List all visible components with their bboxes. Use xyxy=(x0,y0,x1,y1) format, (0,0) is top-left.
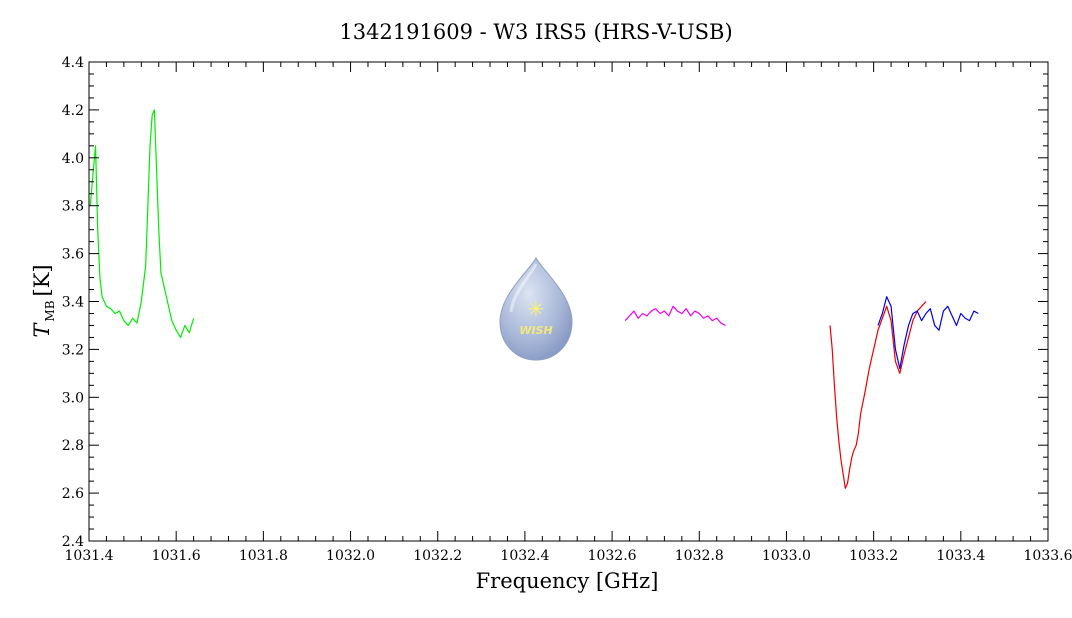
y-tick-label: 4.0 xyxy=(62,151,84,167)
star-icon: ✳ xyxy=(528,297,545,321)
svg-text:TMB[K]: TMB [K] xyxy=(30,264,57,337)
x-tick-label: 1031.8 xyxy=(239,548,288,564)
x-tick-label: 1032.8 xyxy=(675,548,724,564)
x-tick-label: 1032.2 xyxy=(413,548,462,564)
y-axis-label-unit: [K] xyxy=(30,264,54,296)
y-tick-label: 4.2 xyxy=(62,103,84,119)
y-tick-label: 3.0 xyxy=(62,390,84,406)
series-line-2 xyxy=(624,305,726,326)
y-tick-label: 3.8 xyxy=(62,199,84,215)
y-axis-label: TMB [K] xyxy=(30,264,57,337)
y-tick-label: 4.4 xyxy=(62,55,84,71)
x-tick-label: 1033.2 xyxy=(849,548,898,564)
x-tick-label: 1032.6 xyxy=(588,548,637,564)
x-tick-label: 1032.0 xyxy=(326,548,375,564)
axis-ticks xyxy=(88,61,1049,542)
series-line-1 xyxy=(89,109,195,339)
y-tick-label: 3.4 xyxy=(62,295,84,311)
series-line-3 xyxy=(829,301,927,489)
logo-text: WISH xyxy=(519,324,552,337)
wish-logo: ✳ WISH xyxy=(499,256,573,361)
y-tick-label: 3.6 xyxy=(62,247,84,263)
series-line-4 xyxy=(877,296,979,370)
x-tick-label: 1033.6 xyxy=(1024,548,1072,564)
water-drop-icon xyxy=(499,256,573,361)
y-tick-label: 3.2 xyxy=(62,342,84,358)
x-tick-label: 1031.4 xyxy=(65,548,114,564)
y-tick-label: 2.8 xyxy=(62,438,84,454)
x-tick-label: 1033.4 xyxy=(936,548,985,564)
plot-frame xyxy=(88,61,1049,542)
y-tick-label: 2.4 xyxy=(62,534,84,550)
chart-title: 1342191609 - W3 IRS5 (HRS-V-USB) xyxy=(339,20,732,44)
y-tick-label: 2.6 xyxy=(62,486,84,502)
x-tick-labels: 1031.4 1031.6 1031.8 1032.0 1032.2 1032.4 1032… xyxy=(65,548,1072,564)
series-layer xyxy=(89,109,979,489)
x-tick-label: 1031.6 xyxy=(152,548,201,564)
y-tick-labels: 2.4 2.6 2.8 3.0 3.2 3.4 3.6 3.8 4.0 4.2 4.4 xyxy=(62,55,84,550)
x-tick-label: 1032.4 xyxy=(500,548,549,564)
x-tick-label: 1033.0 xyxy=(762,548,811,564)
y-axis-label-main: T xyxy=(30,322,54,338)
x-axis-label: Frequency [GHz] xyxy=(476,569,659,593)
y-axis-label-sub: MB xyxy=(43,300,57,321)
